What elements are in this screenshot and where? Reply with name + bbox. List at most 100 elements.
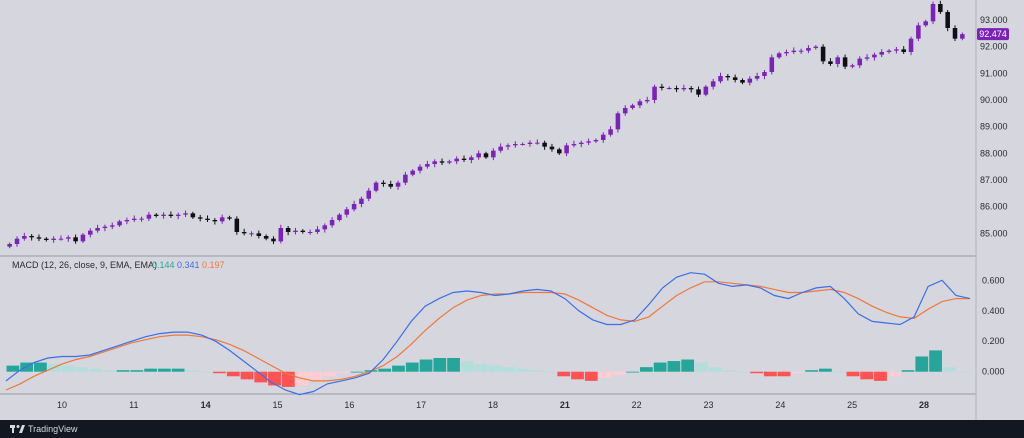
candle-body[interactable] — [549, 146, 555, 150]
candle-body[interactable] — [710, 81, 716, 87]
candle-body[interactable] — [725, 76, 731, 78]
candle-body[interactable] — [894, 49, 899, 51]
candle-body[interactable] — [425, 164, 430, 167]
candle-body[interactable] — [813, 46, 819, 48]
candle-body[interactable] — [80, 234, 86, 242]
candle-body[interactable] — [469, 157, 474, 160]
candle-body[interactable] — [762, 72, 767, 76]
candle-body[interactable] — [447, 161, 452, 163]
candle-body[interactable] — [960, 34, 965, 39]
candle-body[interactable] — [791, 50, 797, 52]
candle-body[interactable] — [351, 204, 357, 210]
candle-body[interactable] — [842, 57, 848, 67]
candle-body[interactable] — [476, 153, 481, 158]
candle-body[interactable] — [300, 230, 306, 232]
candle-body[interactable] — [630, 105, 635, 108]
candle-body[interactable] — [571, 144, 577, 146]
candle-body[interactable] — [857, 58, 863, 66]
candle-body[interactable] — [784, 52, 789, 54]
candle-body[interactable] — [263, 236, 269, 239]
candle-body[interactable] — [359, 198, 364, 204]
candle-body[interactable] — [835, 57, 841, 64]
candle-body[interactable] — [22, 236, 27, 239]
candle-body[interactable] — [168, 214, 174, 216]
candle-body[interactable] — [271, 238, 276, 242]
candle-body[interactable] — [952, 28, 958, 39]
candle-body[interactable] — [637, 101, 643, 106]
candle-body[interactable] — [600, 134, 606, 140]
candle-body[interactable] — [930, 4, 936, 22]
candle-body[interactable] — [564, 145, 569, 154]
candle-body[interactable] — [219, 217, 225, 222]
candle-body[interactable] — [403, 174, 408, 183]
candle-body[interactable] — [329, 220, 335, 226]
candle-body[interactable] — [88, 230, 93, 235]
candle-body[interactable] — [593, 140, 599, 142]
candle-body[interactable] — [131, 218, 137, 220]
candle-body[interactable] — [234, 218, 240, 232]
price-pane[interactable] — [7, 0, 965, 249]
candle-body[interactable] — [388, 184, 394, 187]
candle-body[interactable] — [381, 182, 386, 184]
candle-body[interactable] — [256, 233, 262, 236]
candle-body[interactable] — [58, 238, 64, 240]
candle-body[interactable] — [527, 142, 533, 144]
candle-body[interactable] — [315, 229, 320, 232]
candle-body[interactable] — [344, 209, 350, 215]
price-axis[interactable]: 85.000 86.000 87.000 88.000 89.000 90.000 91.0… — [980, 15, 1008, 238]
candle-body[interactable] — [681, 88, 687, 90]
candle-body[interactable] — [241, 232, 247, 234]
candle-body[interactable] — [205, 218, 210, 220]
candle-body[interactable] — [608, 129, 613, 135]
candle-body[interactable] — [307, 232, 313, 233]
candle-body[interactable] — [703, 86, 709, 95]
candle-body[interactable] — [153, 214, 159, 216]
candle-body[interactable] — [454, 158, 459, 162]
candle-body[interactable] — [395, 182, 401, 187]
candle-body[interactable] — [197, 217, 203, 219]
macd-legend[interactable]: MACD (12, 26, close, 9, EMA, EMA) 0.144 … — [12, 260, 225, 270]
candle-body[interactable] — [659, 86, 665, 88]
candle-body[interactable] — [95, 228, 100, 231]
candle-body[interactable] — [491, 150, 496, 158]
candle-body[interactable] — [337, 214, 342, 220]
candle-body[interactable] — [696, 89, 701, 95]
candle-body[interactable] — [278, 228, 284, 242]
candle-body[interactable] — [916, 25, 921, 39]
candle-body[interactable] — [535, 142, 540, 144]
candle-body[interactable] — [754, 76, 760, 79]
candle-body[interactable] — [615, 113, 621, 130]
macd-pane[interactable] — [5, 272, 971, 396]
candle-body[interactable] — [820, 46, 826, 62]
candle-body[interactable] — [798, 50, 804, 52]
candle-body[interactable] — [139, 218, 144, 220]
candle-body[interactable] — [212, 220, 218, 222]
candle-body[interactable] — [732, 77, 738, 80]
candle-body[interactable] — [410, 170, 415, 175]
candle-body[interactable] — [776, 53, 782, 58]
macd-axis[interactable]: 0.000 0.200 0.400 0.600 — [982, 275, 1005, 376]
candle-body[interactable] — [945, 12, 950, 28]
candle-body[interactable] — [622, 108, 628, 114]
candle-body[interactable] — [586, 141, 591, 143]
candle-body[interactable] — [938, 4, 943, 12]
candle-body[interactable] — [505, 145, 511, 147]
candle-body[interactable] — [29, 236, 34, 238]
candle-body[interactable] — [879, 52, 884, 55]
candle-body[interactable] — [806, 48, 811, 51]
candle-body[interactable] — [14, 238, 20, 244]
candle-body[interactable] — [908, 38, 914, 52]
candle-body[interactable] — [161, 214, 166, 216]
candle-body[interactable] — [44, 238, 49, 240]
candle-body[interactable] — [557, 149, 562, 154]
candle-body[interactable] — [674, 88, 679, 90]
candle-body[interactable] — [183, 213, 188, 215]
candle-body[interactable] — [498, 146, 503, 151]
candle-body[interactable] — [652, 86, 657, 100]
candle-body[interactable] — [769, 57, 775, 72]
candle-body[interactable] — [227, 217, 232, 219]
candle-body[interactable] — [644, 100, 650, 102]
candle-body[interactable] — [117, 221, 122, 226]
